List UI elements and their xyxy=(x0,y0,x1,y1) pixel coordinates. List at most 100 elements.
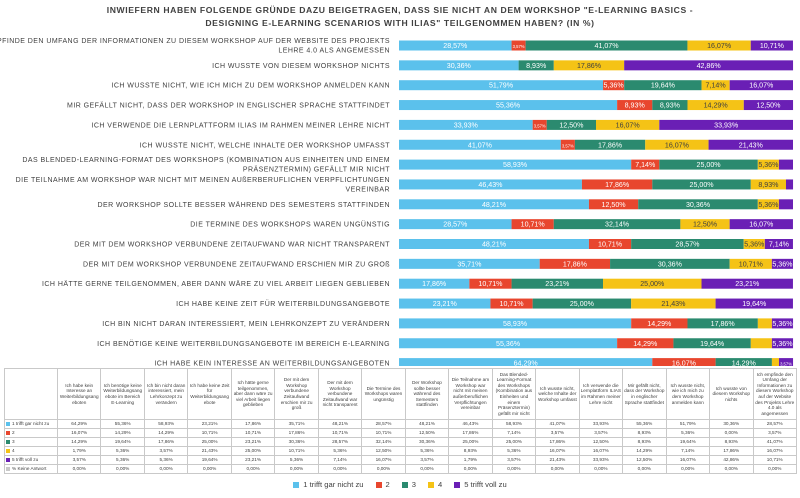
table-row-label: 1 trifft gar nicht zu xyxy=(4,419,58,429)
bar-segment xyxy=(574,139,646,150)
data-label: 42,86% xyxy=(697,62,722,70)
legend-label: 3 xyxy=(411,480,416,489)
data-label: 33,93% xyxy=(454,121,479,129)
table-cell: 0,00% xyxy=(100,464,145,474)
table-cell: 16,07% xyxy=(56,428,102,438)
table-cell: 3,57% xyxy=(491,455,537,465)
table-cell: 0,00% xyxy=(143,464,189,474)
bar-segment xyxy=(399,318,632,329)
bar-segment xyxy=(652,358,716,366)
data-label: 8,93% xyxy=(526,62,547,70)
bar-segment xyxy=(743,100,794,111)
table-cell: 23,21% xyxy=(230,437,276,447)
table-row-label: % Keine Antwort xyxy=(4,464,58,474)
table-cell: 23,21% xyxy=(187,419,232,429)
data-label: 8,93% xyxy=(758,181,779,189)
bar-segment xyxy=(778,358,794,366)
category-label: ICH WUSSTE VON DIESEM WORKSHOP NICHTS xyxy=(212,63,390,70)
table-cell: 12,50% xyxy=(578,437,624,447)
data-label: 7,14% xyxy=(635,161,656,169)
table-cell: 51,79% xyxy=(665,419,711,429)
table-cell: 0,00% xyxy=(622,464,667,474)
bar-segment xyxy=(490,298,533,309)
table-column-header: Ich empfinde den Umfang der Informatione… xyxy=(752,368,797,420)
table-cell: 5,36% xyxy=(317,446,363,456)
table-cell: 19,64% xyxy=(100,437,145,447)
table-cell: 8,93% xyxy=(448,446,493,456)
data-label: 25,00% xyxy=(697,161,722,169)
data-label: 48,21% xyxy=(482,201,507,209)
table-cell: 21,43% xyxy=(535,455,580,465)
data-label: 14,29% xyxy=(732,360,757,366)
data-label: 12,50% xyxy=(559,121,584,129)
bar-segment xyxy=(603,80,625,91)
table-cell: 0,00% xyxy=(274,464,319,474)
table-column-header: Der Workshop sollte besser während des S… xyxy=(404,368,450,420)
data-label: 23,21% xyxy=(735,280,760,288)
data-label: 32,14% xyxy=(605,221,630,229)
table-cell: 23,21% xyxy=(230,455,276,465)
data-label: 3,57% xyxy=(780,362,792,366)
data-label: 25,00% xyxy=(640,280,665,288)
legend-key-icon xyxy=(6,439,10,444)
legend-item: 1 trifft gar nicht zu xyxy=(293,480,364,489)
table-cell: 12,50% xyxy=(404,428,450,438)
data-label: 17,86% xyxy=(598,141,623,149)
data-label: 10,71% xyxy=(521,221,546,229)
data-label: 28,57% xyxy=(443,221,468,229)
bar-segment xyxy=(511,219,554,230)
category-label: DIE TERMINE DES WORKSHOPS WAREN UNGÜNSTI… xyxy=(190,221,390,229)
table-cell: 0,00% xyxy=(752,464,797,474)
data-label: 35,71% xyxy=(457,260,482,268)
table-cell: 0,00% xyxy=(317,464,363,474)
bar-segment xyxy=(687,318,758,329)
bar-segment xyxy=(631,239,744,249)
bar-segment xyxy=(715,298,793,309)
data-label: 16,07% xyxy=(665,141,690,149)
bar-segment xyxy=(750,179,786,190)
category-label: ICH VERWENDE DIE LERNPLATTFORM ILIAS IM … xyxy=(91,122,390,129)
bar-segment xyxy=(532,119,547,130)
table-column-header: Ich hätte gerne teilgenommen, aber dann … xyxy=(230,368,276,420)
legend-item: 3 xyxy=(401,480,416,489)
table-column-header: Ich bin nicht daran interessiert, mein L… xyxy=(143,368,189,420)
data-label: 3,57% xyxy=(513,44,525,49)
data-label: 10,71% xyxy=(500,300,525,308)
data-label: 23,21% xyxy=(545,280,570,288)
bar-segment xyxy=(553,60,625,71)
table-cell: 25,00% xyxy=(448,437,493,447)
table-cell: 30,36% xyxy=(274,437,319,447)
table-cell: 3,57% xyxy=(56,455,102,465)
data-label: 17,86% xyxy=(605,181,630,189)
bar-segment xyxy=(581,179,653,190)
table-column-header: Der mit dem Workshop verbundene Zeitaufw… xyxy=(274,368,319,420)
legend-label: 1 trifft gar nicht zu xyxy=(303,480,364,489)
bar-segment xyxy=(631,298,716,309)
table-cell: 12,50% xyxy=(361,446,406,456)
table-cell: 41,07% xyxy=(752,437,797,447)
table-cell: 42,86% xyxy=(709,455,754,465)
table-cell: 10,71% xyxy=(752,455,797,465)
bar-segment xyxy=(399,239,589,249)
data-label: 17,86% xyxy=(422,280,447,288)
bar-segment xyxy=(624,60,794,71)
data-label: 41,07% xyxy=(595,42,620,50)
data-label: 5,36% xyxy=(772,260,793,268)
table-cell: 8,93% xyxy=(622,437,667,447)
category-label: ICH HÄTTE GERNE TEILGENOMMEN, ABER DANN … xyxy=(42,280,390,288)
category-label: DIE TEILNAHME AM WORKSHOP WAR NICHT MIT … xyxy=(16,177,390,184)
table-cell: 46,43% xyxy=(448,419,493,429)
table-cell: 32,14% xyxy=(361,437,406,447)
data-label: 41,07% xyxy=(468,141,493,149)
table-cell: 14,29% xyxy=(143,428,189,438)
bar-segment xyxy=(771,318,794,329)
category-label: LEHRE 4.0 ALS ANGEMESSEN xyxy=(278,48,390,55)
bar-segment xyxy=(511,40,526,51)
table-cell: 25,00% xyxy=(230,446,276,456)
bar-segment xyxy=(399,139,561,150)
bar-segment xyxy=(673,338,751,349)
bar-segment xyxy=(785,179,794,190)
table-column-header: Ich habe kein Interesse an Weiterbildung… xyxy=(56,368,102,420)
table-column-header: Ich verwende die Lernplattform ILIAS im … xyxy=(578,368,624,420)
bar-segment xyxy=(750,40,793,51)
